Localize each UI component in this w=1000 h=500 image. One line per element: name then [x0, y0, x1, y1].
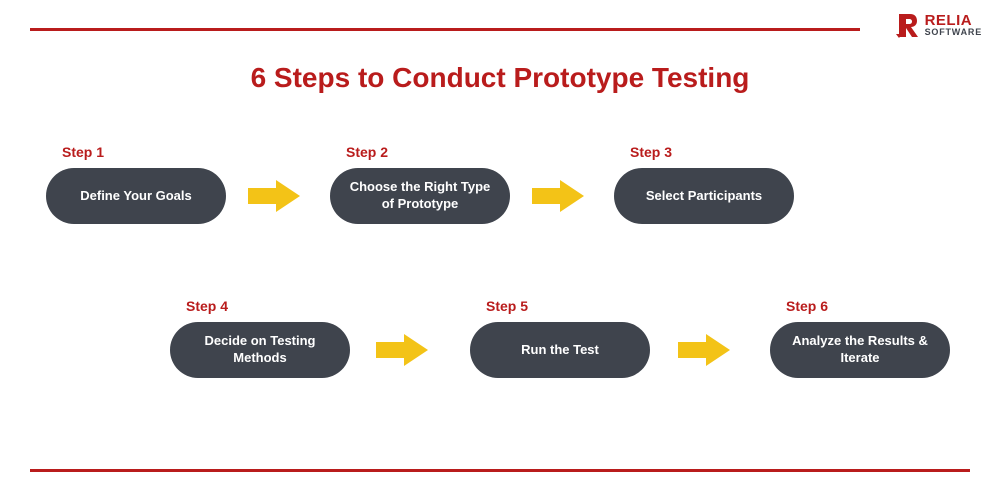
flow-canvas: Step 1 Define Your Goals Step 2 Choose the … — [0, 0, 1000, 500]
step-pill-5: Run the Test — [470, 322, 650, 378]
step-label-3: Step 3 — [630, 144, 672, 160]
step-pill-3: Select Participants — [614, 168, 794, 224]
flow-arrow-2 — [530, 176, 588, 216]
step-pill-2: Choose the Right Type of Prototype — [330, 168, 510, 224]
step-pill-6: Analyze the Results & Iterate — [770, 322, 950, 378]
step-label-2: Step 2 — [346, 144, 388, 160]
flow-arrow-4 — [676, 330, 734, 370]
step-label-6: Step 6 — [786, 298, 828, 314]
step-label-5: Step 5 — [486, 298, 528, 314]
step-pill-1: Define Your Goals — [46, 168, 226, 224]
flow-arrow-3 — [374, 330, 432, 370]
step-pill-4: Decide on Testing Methods — [170, 322, 350, 378]
flow-arrow-1 — [246, 176, 304, 216]
step-label-4: Step 4 — [186, 298, 228, 314]
step-label-1: Step 1 — [62, 144, 104, 160]
